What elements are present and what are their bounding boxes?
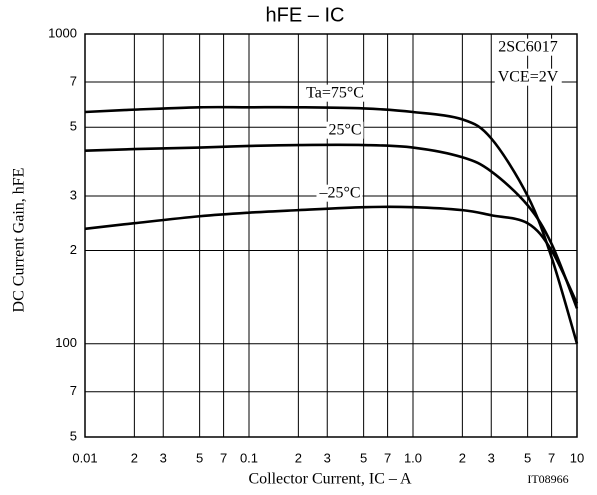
x-tick-label: 3 [160,450,167,465]
annotation: 2SC6017 [498,39,558,56]
y-tick-label: 5 [70,428,77,443]
label-bg [316,184,363,202]
x-tick-label: 0.1 [240,450,258,465]
y-tick-label: 5 [70,119,77,134]
x-tick-label: 3 [488,450,495,465]
label-bg [304,84,366,102]
y-tick-label: 7 [70,383,77,398]
x-tick-label: 10 [570,450,584,465]
label-bg [326,121,364,139]
series-label: –25°C [318,185,360,202]
figure-id: IT08966 [527,472,568,486]
x-tick-label: 1.0 [404,450,422,465]
chart-title: hFE – IC [266,4,345,26]
label-bg [494,68,562,86]
series-line [84,143,579,309]
y-tick-label: 2 [70,242,77,257]
x-tick-label: 0.01 [72,450,97,465]
x-tick-label: 2 [295,450,302,465]
x-tick-label: 7 [384,450,391,465]
x-axis-label: Collector Current, IC – A [248,471,412,488]
y-tick-label: 7 [70,73,77,88]
x-tick-label: 5 [196,450,203,465]
y-tick-label: 3 [70,187,77,202]
series-line [84,205,579,304]
x-tick-label: 2 [459,450,466,465]
y-tick-label: 100 [55,335,77,350]
x-tick-label: 5 [360,450,367,465]
y-axis-label: DC Current Gain, hFE [11,168,28,313]
annotation: VCE=2V [498,69,559,86]
series-line [84,105,579,345]
x-tick-label: 2 [131,450,138,465]
x-tick-label: 7 [220,450,227,465]
series-label: 25°C [328,122,361,139]
label-bg [495,38,561,56]
series-label: Ta=75°C [306,85,364,102]
x-tick-label: 5 [524,450,531,465]
x-tick-label: 7 [548,450,555,465]
y-tick-label: 1000 [48,25,77,40]
plot-frame [84,33,578,438]
x-tick-label: 3 [324,450,331,465]
